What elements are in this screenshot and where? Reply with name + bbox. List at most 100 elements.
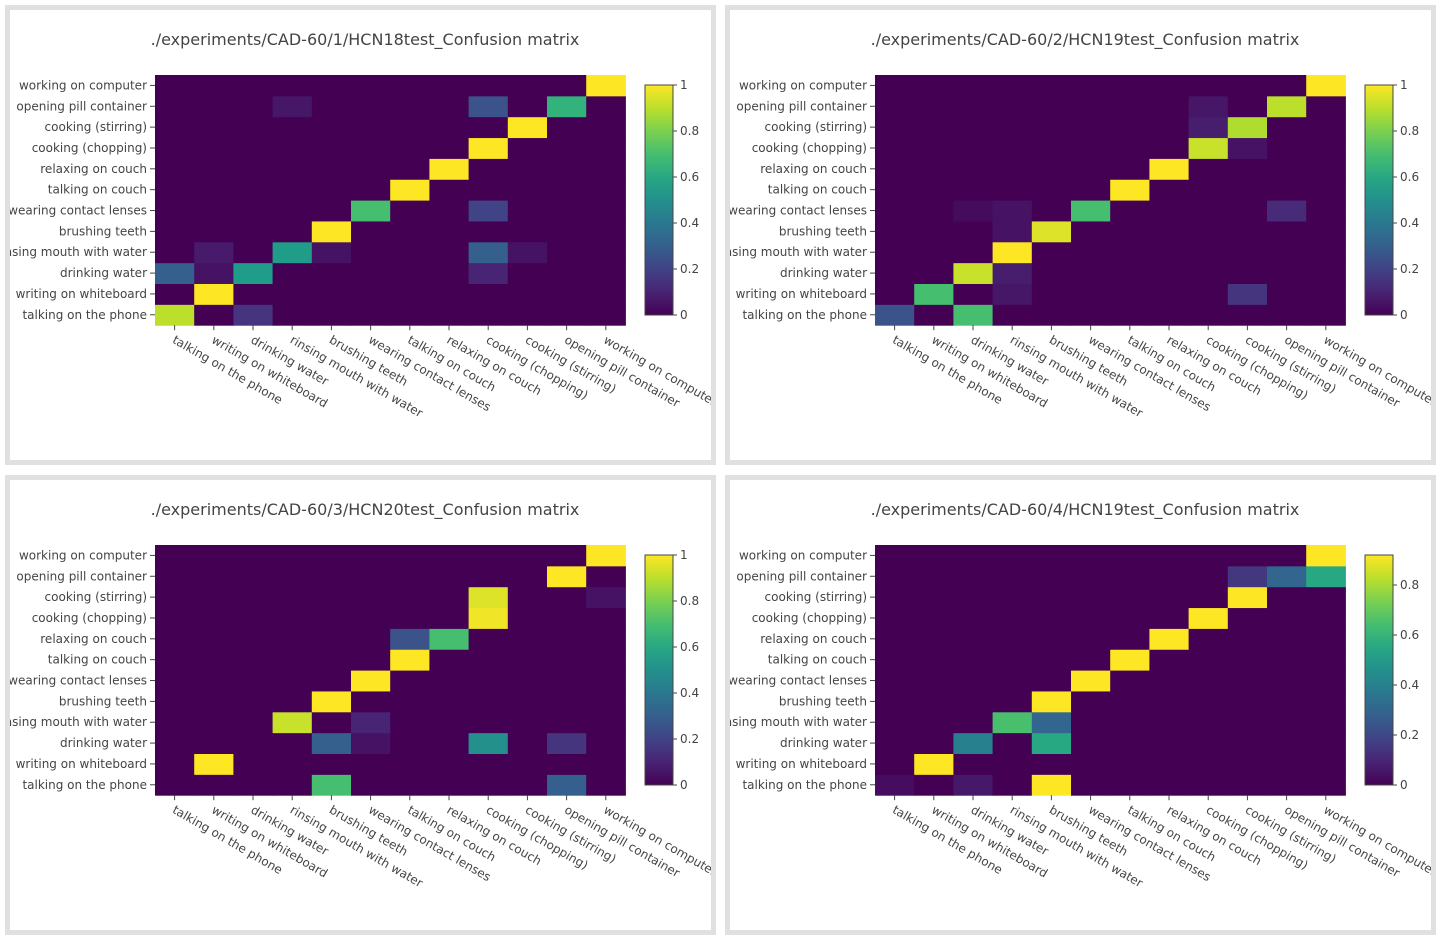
heatmap-cell-r6-c2[interactable] — [953, 179, 994, 201]
heatmap-cell-r11-c2[interactable] — [233, 75, 274, 97]
heatmap-cell-r7-c8[interactable] — [468, 158, 509, 180]
heatmap-cell-r4-c4[interactable] — [1031, 690, 1072, 713]
heatmap-cell-r7-c10[interactable] — [1267, 158, 1307, 180]
heatmap-cell-r1-c2[interactable] — [233, 283, 274, 305]
heatmap-cell-r8-c1[interactable] — [914, 607, 954, 629]
heatmap-cell-r8-c10[interactable] — [547, 137, 587, 159]
heatmap-cell-r0-c3[interactable] — [992, 304, 1033, 326]
heatmap-cell-r11-c4[interactable] — [1031, 75, 1072, 97]
heatmap-cell-r0-c3[interactable] — [992, 774, 1033, 796]
heatmap-cell-r1-c6[interactable] — [1110, 283, 1150, 305]
heatmap-cell-r2-c5[interactable] — [351, 732, 391, 754]
heatmap-cell-r2-c7[interactable] — [429, 732, 470, 754]
heatmap-cell-r11-c3[interactable] — [992, 545, 1033, 567]
heatmap-cell-r3-c1[interactable] — [914, 241, 954, 264]
heatmap-cell-r1-c9[interactable] — [507, 753, 548, 775]
heatmap-cell-r9-c8[interactable] — [468, 586, 509, 609]
heatmap-cell-r4-c11[interactable] — [1306, 220, 1346, 243]
heatmap-cell-r3-c11[interactable] — [1306, 711, 1346, 734]
heatmap-cell-r8-c0[interactable] — [875, 607, 915, 629]
heatmap-cell-r6-c6[interactable] — [390, 179, 430, 201]
heatmap-cell-r1-c5[interactable] — [351, 753, 391, 775]
heatmap-cell-r7-c9[interactable] — [1227, 158, 1268, 180]
heatmap-cell-r11-c9[interactable] — [1227, 75, 1268, 97]
heatmap-cell-r4-c4[interactable] — [311, 690, 352, 713]
heatmap-cell-r9-c5[interactable] — [1071, 586, 1111, 609]
heatmap-cell-r5-c4[interactable] — [1031, 200, 1072, 222]
heatmap-cell-r9-c5[interactable] — [351, 116, 391, 139]
heatmap-cell-r11-c4[interactable] — [311, 75, 352, 97]
heatmap-cell-r3-c5[interactable] — [1071, 711, 1111, 734]
heatmap-cell-r6-c6[interactable] — [390, 649, 430, 671]
heatmap-cell-r1-c7[interactable] — [1149, 753, 1190, 775]
heatmap-cell-r5-c5[interactable] — [351, 200, 391, 222]
heatmap-cell-r8-c3[interactable] — [992, 607, 1033, 629]
heatmap-cell-r6-c8[interactable] — [1188, 649, 1229, 671]
heatmap-cell-r6-c11[interactable] — [586, 649, 626, 671]
heatmap-cell-r4-c6[interactable] — [390, 220, 430, 243]
heatmap-cell-r0-c7[interactable] — [429, 774, 470, 796]
heatmap-cell-r0-c5[interactable] — [351, 304, 391, 326]
heatmap-cell-r10-c4[interactable] — [1031, 565, 1072, 588]
heatmap-cell-r11-c1[interactable] — [194, 75, 234, 97]
heatmap-cell-r9-c11[interactable] — [586, 586, 626, 609]
heatmap-cell-r4-c7[interactable] — [429, 690, 470, 713]
heatmap-cell-r7-c4[interactable] — [311, 628, 352, 650]
heatmap-cell-r3-c1[interactable] — [194, 711, 234, 734]
heatmap-cell-r8-c6[interactable] — [1110, 607, 1150, 629]
heatmap-cell-r5-c1[interactable] — [194, 670, 234, 692]
heatmap-cell-r9-c3[interactable] — [992, 586, 1033, 609]
heatmap-cell-r0-c7[interactable] — [1149, 774, 1190, 796]
heatmap-cell-r0-c10[interactable] — [1267, 304, 1307, 326]
heatmap-cell-r1-c5[interactable] — [1071, 283, 1111, 305]
heatmap-cell-r1-c10[interactable] — [1267, 753, 1307, 775]
heatmap-cell-r5-c4[interactable] — [1031, 670, 1072, 692]
heatmap-cell-r2-c0[interactable] — [155, 262, 195, 284]
heatmap-cell-r8-c6[interactable] — [390, 607, 430, 629]
heatmap-cell-r7-c0[interactable] — [155, 628, 195, 650]
heatmap-cell-r7-c9[interactable] — [1227, 628, 1268, 650]
heatmap-cell-r2-c7[interactable] — [1149, 732, 1190, 754]
heatmap-cell-r8-c5[interactable] — [1071, 137, 1111, 159]
heatmap-cell-r0-c11[interactable] — [586, 304, 626, 326]
heatmap-cell-r6-c8[interactable] — [1188, 179, 1229, 201]
heatmap-cell-r11-c8[interactable] — [1188, 545, 1229, 567]
heatmap-cell-r7-c8[interactable] — [1188, 628, 1229, 650]
heatmap-cell-r8-c2[interactable] — [953, 137, 994, 159]
heatmap-cell-r8-c11[interactable] — [1306, 137, 1346, 159]
heatmap-cell-r6-c3[interactable] — [272, 649, 313, 671]
heatmap-cell-r5-c10[interactable] — [1267, 670, 1307, 692]
heatmap-cell-r3-c9[interactable] — [1227, 711, 1268, 734]
heatmap-cell-r8-c5[interactable] — [1071, 607, 1111, 629]
heatmap-cell-r2-c8[interactable] — [1188, 262, 1229, 284]
heatmap-cell-r8-c11[interactable] — [1306, 607, 1346, 629]
heatmap-cell-r2-c2[interactable] — [233, 262, 274, 284]
heatmap-cell-r3-c4[interactable] — [311, 711, 352, 734]
heatmap-cell-r10-c9[interactable] — [507, 95, 548, 118]
heatmap-cell-r5-c3[interactable] — [992, 670, 1033, 692]
heatmap-cell-r6-c0[interactable] — [155, 649, 195, 671]
heatmap-cell-r10-c6[interactable] — [390, 95, 430, 118]
heatmap-cell-r4-c10[interactable] — [1267, 690, 1307, 713]
heatmap-cell-r9-c10[interactable] — [547, 586, 587, 609]
heatmap-cell-r7-c1[interactable] — [914, 158, 954, 180]
heatmap-cell-r5-c2[interactable] — [233, 670, 274, 692]
heatmap-cell-r2-c1[interactable] — [914, 262, 954, 284]
heatmap-cell-r2-c5[interactable] — [1071, 732, 1111, 754]
heatmap-cell-r2-c9[interactable] — [1227, 262, 1268, 284]
heatmap-cell-r2-c4[interactable] — [1031, 732, 1072, 754]
heatmap-cell-r7-c11[interactable] — [586, 628, 626, 650]
heatmap-cell-r1-c10[interactable] — [1267, 283, 1307, 305]
heatmap-cell-r0-c4[interactable] — [311, 304, 352, 326]
heatmap-cell-r0-c0[interactable] — [155, 774, 195, 796]
heatmap-cell-r6-c2[interactable] — [233, 649, 274, 671]
heatmap-cell-r5-c11[interactable] — [586, 670, 626, 692]
heatmap-cell-r10-c3[interactable] — [272, 95, 313, 118]
heatmap-cell-r2-c3[interactable] — [272, 262, 313, 284]
heatmap-cell-r8-c4[interactable] — [311, 137, 352, 159]
heatmap-cell-r6-c2[interactable] — [233, 179, 274, 201]
heatmap-cell-r1-c8[interactable] — [468, 283, 509, 305]
heatmap-cell-r4-c9[interactable] — [507, 220, 548, 243]
heatmap-cell-r9-c4[interactable] — [1031, 586, 1072, 609]
heatmap-cell-r5-c1[interactable] — [194, 200, 234, 222]
